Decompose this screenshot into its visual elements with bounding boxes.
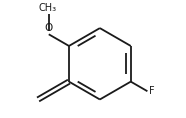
Text: F: F	[149, 86, 155, 96]
Text: O: O	[45, 23, 53, 33]
Text: CH₃: CH₃	[38, 3, 57, 13]
